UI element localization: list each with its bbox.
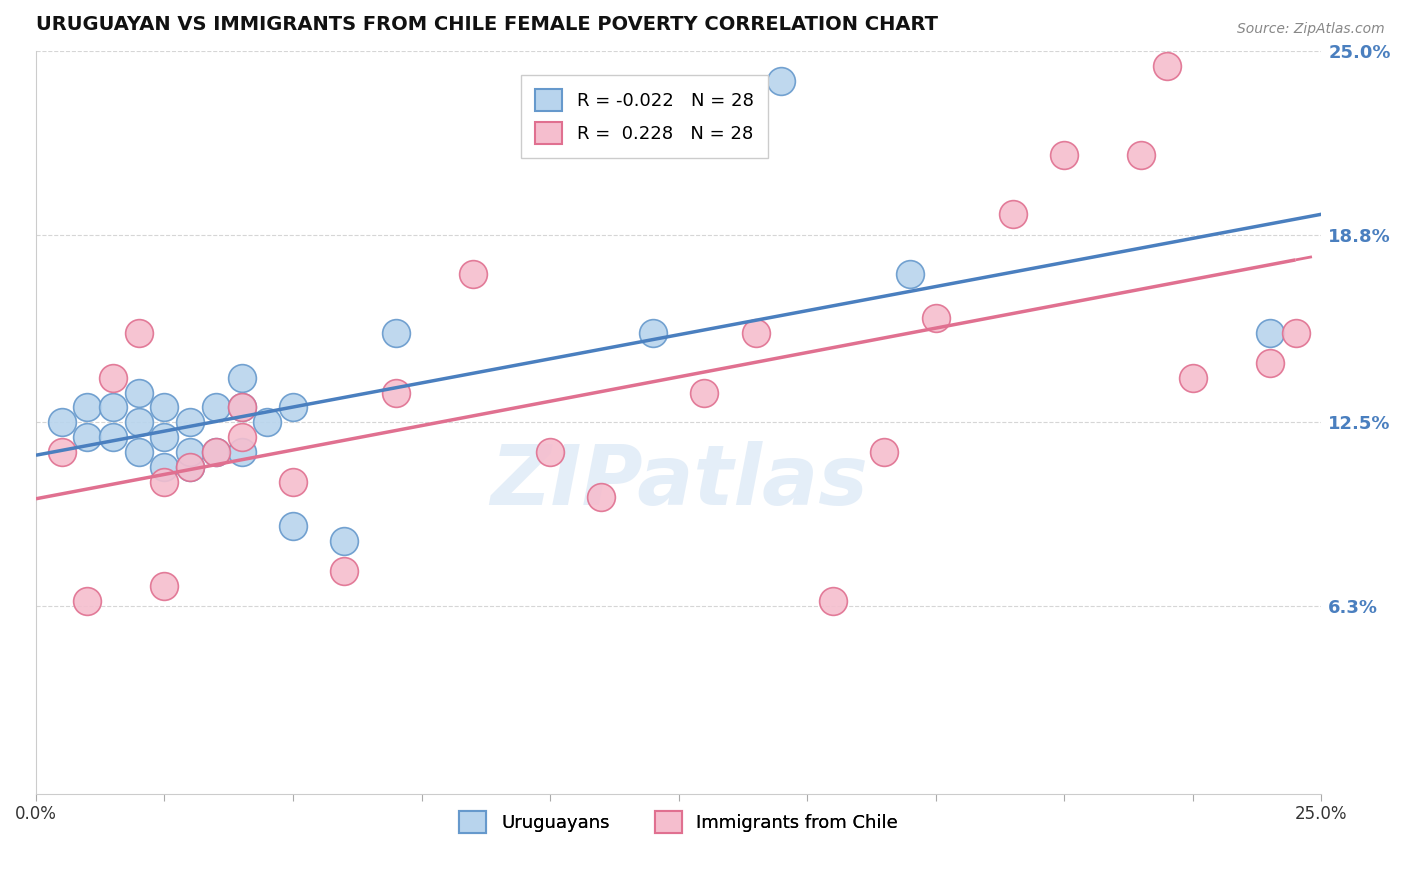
- Point: [1156, 59, 1178, 73]
- Point: [101, 401, 124, 415]
- Point: [925, 311, 948, 326]
- Point: [153, 430, 176, 444]
- Legend: Uruguayans, Immigrants from Chile: Uruguayans, Immigrants from Chile: [453, 804, 905, 840]
- Point: [256, 415, 278, 429]
- Point: [538, 445, 561, 459]
- Point: [1053, 148, 1076, 162]
- Point: [1130, 148, 1153, 162]
- Point: [333, 534, 356, 549]
- Point: [128, 415, 150, 429]
- Point: [179, 445, 201, 459]
- Point: [76, 593, 98, 607]
- Point: [821, 593, 844, 607]
- Point: [898, 267, 921, 281]
- Point: [281, 519, 304, 533]
- Point: [745, 326, 768, 340]
- Point: [591, 490, 613, 504]
- Point: [179, 415, 201, 429]
- Text: URUGUAYAN VS IMMIGRANTS FROM CHILE FEMALE POVERTY CORRELATION CHART: URUGUAYAN VS IMMIGRANTS FROM CHILE FEMAL…: [37, 15, 938, 34]
- Point: [231, 370, 253, 384]
- Point: [1258, 326, 1281, 340]
- Point: [51, 415, 73, 429]
- Point: [231, 401, 253, 415]
- Point: [1284, 326, 1306, 340]
- Text: ZIPatlas: ZIPatlas: [489, 442, 868, 522]
- Point: [51, 445, 73, 459]
- Point: [1258, 356, 1281, 370]
- Point: [461, 267, 484, 281]
- Point: [76, 401, 98, 415]
- Point: [1001, 207, 1024, 221]
- Point: [205, 445, 228, 459]
- Point: [153, 475, 176, 489]
- Point: [281, 401, 304, 415]
- Point: [128, 385, 150, 400]
- Point: [231, 401, 253, 415]
- Point: [281, 475, 304, 489]
- Point: [385, 326, 408, 340]
- Point: [128, 326, 150, 340]
- Point: [770, 73, 793, 87]
- Text: Source: ZipAtlas.com: Source: ZipAtlas.com: [1237, 22, 1385, 37]
- Point: [179, 459, 201, 474]
- Point: [333, 564, 356, 578]
- Point: [385, 385, 408, 400]
- Point: [128, 445, 150, 459]
- Point: [179, 459, 201, 474]
- Point: [231, 430, 253, 444]
- Point: [153, 459, 176, 474]
- Point: [693, 385, 716, 400]
- Point: [873, 445, 896, 459]
- Point: [101, 370, 124, 384]
- Point: [205, 445, 228, 459]
- Point: [205, 401, 228, 415]
- Point: [231, 445, 253, 459]
- Point: [153, 579, 176, 593]
- Point: [641, 326, 664, 340]
- Point: [101, 430, 124, 444]
- Point: [1181, 370, 1204, 384]
- Point: [153, 401, 176, 415]
- Point: [76, 430, 98, 444]
